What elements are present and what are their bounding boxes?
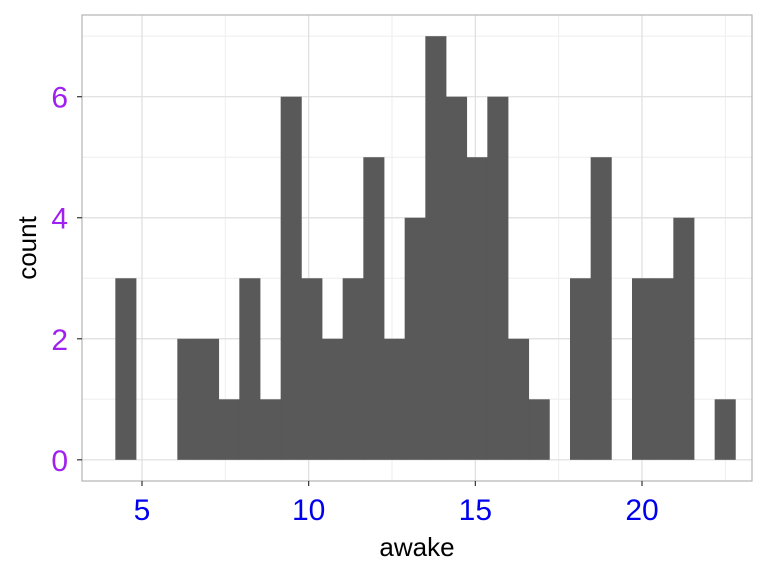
- x-tick-label: 5: [134, 494, 151, 527]
- histogram-bar: [590, 157, 612, 460]
- histogram-bar: [528, 399, 550, 460]
- histogram-bar: [115, 278, 137, 460]
- histogram-bar: [632, 278, 654, 460]
- bars: [115, 36, 736, 460]
- histogram-bar: [487, 96, 509, 460]
- y-tick-label: 2: [51, 324, 68, 357]
- x-axis-ticks: 5 10 15 20: [134, 481, 659, 527]
- y-tick-label: 6: [51, 82, 68, 115]
- x-tick-label: 15: [459, 494, 492, 527]
- histogram-bar: [673, 217, 695, 460]
- histogram-bar: [280, 96, 302, 460]
- x-axis-title: awake: [379, 532, 454, 562]
- histogram-bar: [384, 338, 406, 460]
- y-axis-ticks: 0 2 4 6: [51, 82, 82, 478]
- y-axis-title: count: [12, 215, 42, 279]
- x-tick-label: 20: [625, 494, 658, 527]
- x-tick-label: 10: [292, 494, 325, 527]
- histogram-bar: [446, 96, 468, 460]
- histogram-bar: [198, 338, 220, 460]
- histogram-bar: [260, 399, 282, 460]
- y-tick-label: 0: [51, 445, 68, 478]
- histogram-bar: [652, 278, 674, 460]
- histogram-bar: [301, 278, 323, 460]
- histogram-bar: [218, 399, 240, 460]
- histogram-bar: [466, 157, 488, 460]
- histogram-bar: [425, 36, 447, 460]
- histogram-bar: [363, 157, 385, 460]
- histogram-bar: [714, 399, 736, 460]
- histogram-bar: [177, 338, 199, 460]
- histogram-bar: [342, 278, 364, 460]
- y-tick-label: 4: [51, 203, 68, 236]
- histogram-bar: [508, 338, 530, 460]
- histogram-bar: [404, 217, 426, 460]
- histogram-bar: [239, 278, 261, 460]
- histogram-bar: [570, 278, 592, 460]
- panel-border: [81, 14, 753, 482]
- histogram-bar: [322, 338, 344, 460]
